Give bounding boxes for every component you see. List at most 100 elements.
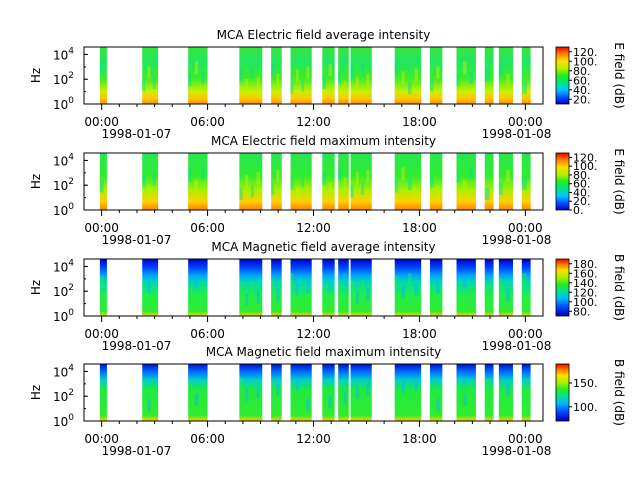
data-texture (436, 398, 440, 412)
data-texture (407, 177, 412, 190)
data-texture (142, 293, 146, 307)
data-texture (361, 278, 365, 291)
data-texture (194, 393, 199, 406)
data-texture (188, 73, 192, 87)
data-texture (147, 398, 151, 412)
data-texture (505, 73, 510, 87)
data-texture (394, 393, 399, 406)
y-tick-label: 104 (53, 258, 74, 274)
data-texture (250, 280, 254, 294)
data-texture (147, 184, 151, 198)
data-texture (484, 187, 490, 201)
data-texture (498, 278, 503, 291)
data-segment (350, 47, 372, 104)
y-axis-label: Hz (29, 385, 43, 400)
panel-mca-electric-field-maximum-intensity: MCA Electric field maximum intensity Hz 10… (29, 134, 626, 247)
data-texture (462, 275, 467, 289)
colorbar-tick-label: 100. (573, 55, 598, 68)
data-texture (188, 288, 192, 301)
x-tick-label: 12:00 (296, 327, 331, 341)
data-segment (142, 153, 159, 210)
data-texture (256, 290, 260, 304)
data-texture (436, 66, 440, 79)
colorbar-tick-label: 20. (573, 93, 591, 106)
data-texture (306, 184, 310, 198)
data-texture (456, 73, 461, 87)
colorbar-tick-label: 100. (573, 296, 598, 309)
data-segment (142, 364, 159, 421)
data-texture (250, 398, 254, 412)
data-texture (301, 174, 305, 188)
data-texture (366, 73, 370, 87)
data-texture (194, 275, 199, 289)
data-texture (456, 288, 461, 301)
data-texture (338, 380, 342, 394)
data-texture (99, 61, 104, 74)
data-texture (338, 167, 342, 180)
data-segment (188, 153, 208, 210)
data-segment (142, 259, 159, 316)
x-date-end: 1998-01-08 (482, 233, 552, 247)
data-texture (301, 388, 305, 401)
data-texture (99, 393, 104, 406)
data-texture (498, 395, 503, 409)
data-texture (147, 280, 151, 294)
data-texture (355, 172, 359, 185)
data-segment (394, 259, 422, 316)
colorbar-tick-label: 120. (573, 151, 598, 164)
data-segment (99, 153, 107, 210)
x-tick-label: 00:00 (508, 327, 543, 341)
data-segment (188, 47, 208, 104)
data-segment (484, 153, 494, 210)
colorbar-label: E field (dB) (612, 42, 626, 108)
data-texture (271, 395, 275, 409)
colorbar (555, 46, 570, 105)
data-texture (462, 61, 467, 74)
data-texture (407, 273, 412, 286)
data-texture (276, 383, 280, 396)
data-texture (355, 76, 359, 89)
x-date-end: 1998-01-08 (482, 444, 552, 458)
data-segment (142, 47, 159, 104)
colorbar-tick-label: 80. (573, 305, 591, 318)
data-segment (338, 364, 349, 421)
data-segment (484, 259, 494, 316)
x-tick-label: 00:00 (84, 115, 119, 129)
data-segment (394, 364, 422, 421)
data-texture (152, 76, 156, 89)
data-segment (521, 259, 531, 316)
data-texture (338, 71, 342, 84)
data-segment (239, 153, 263, 210)
data-texture (350, 280, 354, 294)
data-texture (361, 63, 365, 77)
data-segment (99, 259, 107, 316)
data-texture (521, 177, 527, 190)
data-segment (350, 364, 372, 421)
data-texture (276, 169, 280, 183)
x-date-start: 1998-01-07 (102, 444, 172, 458)
x-date-end: 1998-01-08 (482, 339, 552, 353)
data-texture (290, 273, 294, 286)
data-texture (295, 378, 299, 391)
colorbar-tick-label: 100. (573, 160, 598, 173)
data-texture (343, 177, 347, 190)
colorbar-label: E field (dB) (612, 148, 626, 214)
panel-mca-magnetic-field-average-intensity: MCA Magnetic field average intensity Hz 10… (29, 240, 626, 353)
data-texture (276, 288, 280, 301)
data-texture (456, 383, 461, 396)
data-segment (456, 364, 476, 421)
colorbar-tick-label: 80. (573, 169, 591, 182)
x-date-start: 1998-01-07 (102, 339, 172, 353)
data-segment (239, 259, 263, 316)
data-texture (521, 273, 527, 286)
data-segment (188, 364, 208, 421)
data-texture (322, 385, 326, 399)
data-texture (401, 380, 405, 394)
data-texture (306, 66, 310, 79)
y-tick-label: 104 (53, 152, 74, 168)
y-tick-label: 102 (53, 388, 74, 404)
data-segment (498, 259, 513, 316)
data-texture (401, 285, 405, 299)
data-texture (366, 383, 370, 396)
data-segment (394, 153, 422, 210)
